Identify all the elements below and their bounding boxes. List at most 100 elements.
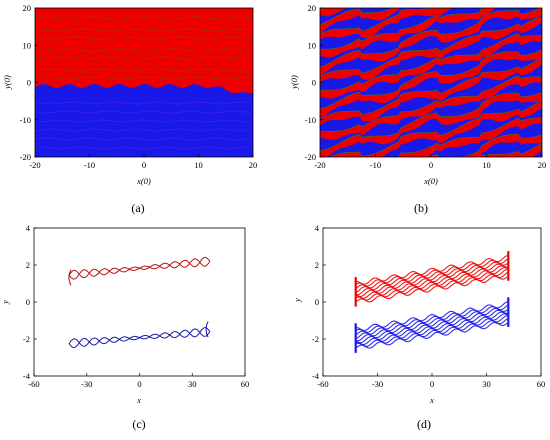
basin-streak bbox=[35, 76, 252, 80]
blue-trajectory bbox=[355, 315, 508, 346]
basin-streak bbox=[35, 110, 252, 114]
panel-0-x-tick-label: -10 bbox=[84, 160, 95, 170]
y-axis-label-a: y(0) bbox=[2, 75, 12, 90]
red-trajectory bbox=[355, 265, 508, 296]
panel-0-x-tick-label: 10 bbox=[194, 160, 203, 170]
panel-2-x-tick-label: 30 bbox=[188, 379, 197, 389]
ticks-b: -20 -10 0 10 20 -20 -10 0 10 20 bbox=[305, 3, 547, 170]
basin-streak bbox=[35, 48, 252, 52]
basin-streak bbox=[35, 137, 252, 141]
panel-3-y-tick-label: 2 bbox=[315, 260, 319, 270]
band-edge bbox=[320, 8, 483, 50]
band-edge bbox=[320, 16, 542, 77]
red-band bbox=[320, 92, 542, 157]
panel-1-y-tick-label: 0 bbox=[312, 78, 316, 88]
basin-streak bbox=[35, 28, 252, 32]
blue-trajectory bbox=[68, 327, 211, 349]
band-edge bbox=[320, 49, 542, 110]
panel-0-y-tick-label: 10 bbox=[23, 40, 32, 50]
panel-0-y-tick-label: 0 bbox=[27, 78, 31, 88]
basin-streak bbox=[35, 146, 252, 150]
red-band bbox=[320, 58, 542, 126]
panel-2-x-tick-label: -60 bbox=[28, 379, 39, 389]
basin-streak bbox=[35, 128, 252, 132]
ticks-a: -20 -10 0 10 20 -20 -10 0 10 20 bbox=[20, 3, 258, 170]
red-trajectory bbox=[68, 256, 211, 280]
panel-2-x-tick-label: 0 bbox=[137, 379, 141, 389]
basin-streak bbox=[35, 101, 252, 105]
blue-trajectory bbox=[355, 307, 508, 336]
red-band bbox=[320, 8, 496, 58]
red-band bbox=[320, 8, 348, 17]
panel-3-x-tick-label: 0 bbox=[430, 379, 434, 389]
basin-streak bbox=[35, 56, 252, 60]
blue-trajectory-spike bbox=[205, 321, 209, 338]
blue-trajectory bbox=[355, 301, 508, 332]
panel-3-y-tick-label: -2 bbox=[312, 334, 319, 344]
red-trajectory-spike bbox=[68, 269, 72, 286]
band-edge bbox=[392, 117, 542, 157]
red-band bbox=[320, 8, 453, 40]
panel-0-x-tick-label: -20 bbox=[29, 160, 40, 170]
basin-map-a bbox=[35, 8, 253, 157]
band-edge bbox=[320, 8, 541, 68]
red-band bbox=[481, 143, 542, 157]
panel-3-x-tick-label: 30 bbox=[482, 379, 491, 389]
panel-1-y-tick-label: -10 bbox=[305, 115, 316, 125]
panel-1-x-tick-label: 0 bbox=[429, 160, 433, 170]
band-edge bbox=[320, 58, 542, 120]
panel-0-y-tick-label: -10 bbox=[20, 115, 31, 125]
ticks-d: -60 -30 0 30 60 -4 -2 0 2 4 bbox=[312, 223, 545, 389]
panel-3-y-tick-label: 4 bbox=[315, 223, 320, 233]
panel-3-y-tick-label: 0 bbox=[315, 297, 319, 307]
basin-streak bbox=[35, 36, 252, 40]
band-edge bbox=[320, 75, 542, 133]
panel-3-x-tick-label: 60 bbox=[537, 379, 546, 389]
y-axis-label-b: y(0) bbox=[289, 75, 299, 90]
trajectories-d bbox=[354, 251, 510, 353]
panel-1-y-tick-label: 10 bbox=[308, 40, 317, 50]
blue-trajectory bbox=[355, 321, 508, 349]
panel-0-y-tick-label: 20 bbox=[23, 3, 32, 13]
panel-0-y-tick-label: -20 bbox=[20, 152, 31, 162]
x-axis-label-c: x bbox=[136, 395, 141, 405]
red-band bbox=[320, 49, 542, 118]
red-trajectory bbox=[355, 261, 508, 290]
panel-a: -20 -10 0 10 20 -20 -10 0 10 20 x(0) y(0) (a) bbox=[2, 3, 257, 215]
panel-2-y-tick-label: 4 bbox=[26, 223, 31, 233]
panel-1-y-tick-label: 20 bbox=[308, 3, 317, 13]
band-edge bbox=[320, 91, 542, 152]
band-edge bbox=[328, 100, 542, 157]
red-band bbox=[329, 101, 542, 157]
red-trajectory bbox=[355, 275, 508, 303]
caption-c: (c) bbox=[132, 417, 145, 431]
panel-3-y-tick-label: -4 bbox=[312, 371, 320, 381]
ticks-c: -60 -30 0 30 60 -4 -2 0 2 4 bbox=[23, 223, 249, 389]
x-axis-label-b: x(0) bbox=[423, 176, 438, 186]
basin-map-b bbox=[320, 8, 542, 157]
panel-2-y-tick-label: -2 bbox=[23, 334, 30, 344]
band-edge bbox=[320, 8, 330, 9]
trajectories-c bbox=[68, 256, 211, 349]
y-axis-label-c: y bbox=[0, 300, 10, 305]
panel-2-x-tick-label: -30 bbox=[81, 379, 92, 389]
red-band bbox=[320, 33, 542, 99]
caption-d: (d) bbox=[417, 417, 431, 431]
blue-trajectory bbox=[355, 311, 508, 342]
red-band bbox=[428, 134, 542, 157]
x-axis-label-d: x bbox=[429, 395, 434, 405]
panel-0-x-tick-label: 20 bbox=[249, 160, 258, 170]
panel-c: -60 -30 0 30 60 -4 -2 0 2 4 x y (c) bbox=[0, 223, 249, 431]
panel-d: -60 -30 0 30 60 -4 -2 0 2 4 x y (d) bbox=[292, 223, 545, 431]
panel-2-y-tick-label: 2 bbox=[26, 260, 30, 270]
panel-1-x-tick-label: 10 bbox=[482, 160, 491, 170]
panel-3-x-tick-label: -60 bbox=[317, 379, 328, 389]
red-band bbox=[320, 75, 542, 140]
panel-3-x-tick-label: -30 bbox=[372, 379, 383, 389]
band-edge bbox=[320, 8, 394, 26]
panel-1-x-tick-label: -20 bbox=[314, 160, 325, 170]
basin-streak bbox=[35, 119, 252, 123]
basin-streak bbox=[35, 68, 252, 72]
panel-2-x-tick-label: 60 bbox=[241, 379, 250, 389]
